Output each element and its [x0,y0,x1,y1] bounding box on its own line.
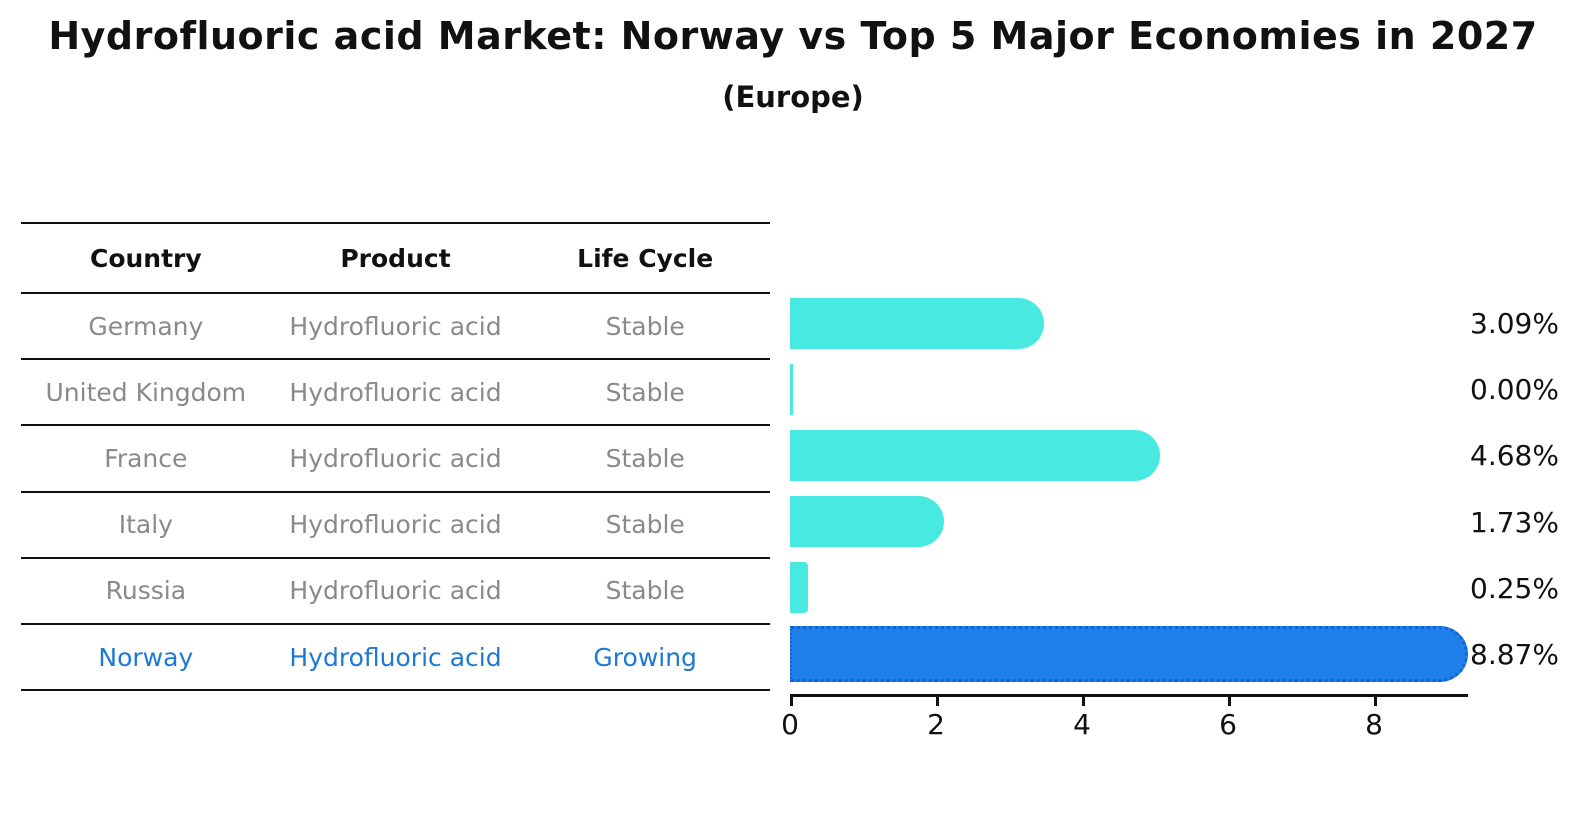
bar-italy [790,496,945,548]
cell-country: Russia [105,576,187,606]
bars-area [790,290,1468,687]
value-label-united-kingdom: 0.00% [1470,373,1559,407]
bar-row [790,621,1468,687]
table-row-germany: Germany Hydrofluoric acid Stable [21,294,770,361]
bar-row [790,488,1468,554]
header-country: Country [89,243,202,273]
table-row-norway: Norway Hydrofluoric acid Growing [21,625,770,692]
bar-row [790,555,1468,621]
bar-france [790,429,1160,481]
x-tick-label: 2 [927,708,945,741]
bar-germany [790,297,1044,349]
table-row-italy: Italy Hydrofluoric acid Stable [21,493,770,559]
table-header-row: Country Product Life Cycle [21,222,770,294]
country-table: Country Product Life Cycle Germany Hydrof… [21,222,770,692]
bar-united-kingdom [790,363,793,415]
x-tick-label: 4 [1073,708,1091,741]
cell-life-cycle: Stable [605,510,685,540]
header-product: Product [340,243,451,273]
table-row-united-kingdom: United Kingdom Hydrofluoric acid Stable [21,360,770,427]
cell-life-cycle: Stable [605,311,685,341]
value-label-france: 4.68% [1470,439,1559,473]
value-label-italy: 1.73% [1470,505,1559,539]
header-life-cycle: Life Cycle [577,243,714,273]
cell-country: United Kingdom [45,377,247,407]
cell-country: Italy [118,510,173,540]
bar-row [790,356,1468,422]
cell-country: France [104,443,188,473]
table-row-france: France Hydrofluoric acid Stable [21,426,770,493]
table-row-russia: Russia Hydrofluoric acid Stable [21,559,770,625]
chart-subtitle: (Europe) [722,80,864,114]
bar-russia [790,562,809,614]
value-label-russia: 0.25% [1470,571,1559,605]
x-tick-mark [1082,697,1085,706]
bar-chart: 0 2 4 6 8 [781,290,1468,750]
x-tick-label: 6 [1219,708,1237,741]
x-tick-mark [790,697,793,706]
table-body: Germany Hydrofluoric acid Stable United Kin… [21,294,770,692]
cell-life-cycle: Stable [605,443,685,473]
cell-life-cycle: Stable [605,377,685,407]
value-labels-column: 3.09% 0.00% 4.68% 1.73% 0.25% 8.87% [1470,290,1586,687]
cell-country: Norway [98,642,194,672]
value-label-norway: 8.87% [1470,637,1559,671]
x-tick-label: 0 [781,708,799,741]
cell-product: Hydrofluoric acid [289,311,502,341]
cell-country: Germany [88,311,204,341]
bar-row [790,422,1468,488]
cell-product: Hydrofluoric acid [289,510,502,540]
value-label-germany: 3.09% [1470,307,1559,341]
x-axis-line [790,694,1468,697]
x-tick-label: 8 [1365,708,1383,741]
bar-row [790,290,1468,356]
cell-product: Hydrofluoric acid [289,642,502,672]
cell-product: Hydrofluoric acid [289,443,502,473]
x-tick-mark [1228,697,1231,706]
chart-title: Hydrofluoric acid Market: Norway vs Top … [48,14,1538,58]
cell-life-cycle: Growing [593,642,697,672]
cell-life-cycle: Stable [605,576,685,606]
cell-product: Hydrofluoric acid [289,377,502,407]
cell-product: Hydrofluoric acid [289,576,502,606]
bar-norway [790,625,1468,682]
x-tick-mark [1374,697,1377,706]
x-tick-mark [936,697,939,706]
